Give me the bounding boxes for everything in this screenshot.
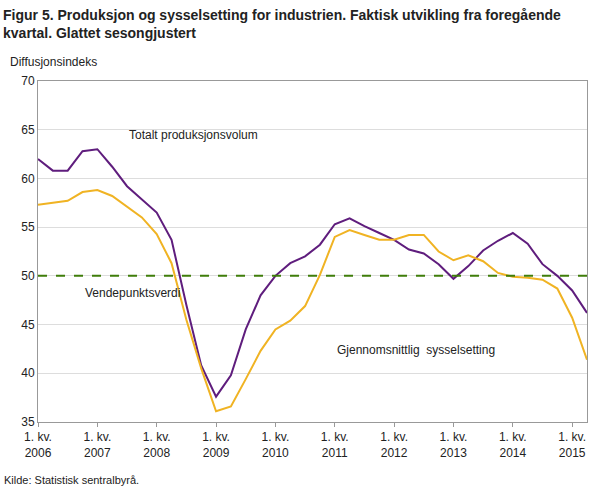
svg-text:1. kv.2013: 1. kv.2013 [440, 430, 468, 460]
svg-text:1. kv.2006: 1. kv.2006 [24, 430, 52, 460]
svg-text:45: 45 [21, 318, 35, 332]
svg-text:1. kv.2008: 1. kv.2008 [143, 430, 171, 460]
svg-text:Totalt produksjonsvolum: Totalt produksjonsvolum [129, 128, 258, 142]
svg-text:65: 65 [21, 123, 35, 137]
svg-text:Figur 5. Produksjon og syssels: Figur 5. Produksjon og sysselsetting for… [3, 7, 561, 41]
svg-text:1. kv.2014: 1. kv.2014 [499, 430, 527, 460]
svg-text:50: 50 [21, 269, 35, 283]
svg-text:1. kv.2007: 1. kv.2007 [83, 430, 111, 460]
svg-text:Vendepunktsverdi: Vendepunktsverdi [85, 286, 180, 300]
svg-text:1. kv.2010: 1. kv.2010 [262, 430, 290, 460]
svg-text:1. kv.2015: 1. kv.2015 [558, 430, 586, 460]
svg-text:60: 60 [21, 172, 35, 186]
svg-text:70: 70 [21, 74, 35, 88]
svg-text:35: 35 [21, 415, 35, 429]
svg-text:Diffusjonsindeks: Diffusjonsindeks [10, 55, 97, 69]
svg-text:1. kv.2009: 1. kv.2009 [202, 430, 230, 460]
svg-text:1. kv.2012: 1. kv.2012 [380, 430, 408, 460]
svg-text:1. kv.2011: 1. kv.2011 [321, 430, 349, 460]
svg-text:40: 40 [21, 366, 35, 380]
svg-text:Gjennomsnittlig sysselsetting: Gjennomsnittlig sysselsetting [337, 343, 495, 357]
svg-text:Kilde: Statistisk sentralbyrå.: Kilde: Statistisk sentralbyrå. [4, 474, 139, 486]
svg-text:55: 55 [21, 220, 35, 234]
